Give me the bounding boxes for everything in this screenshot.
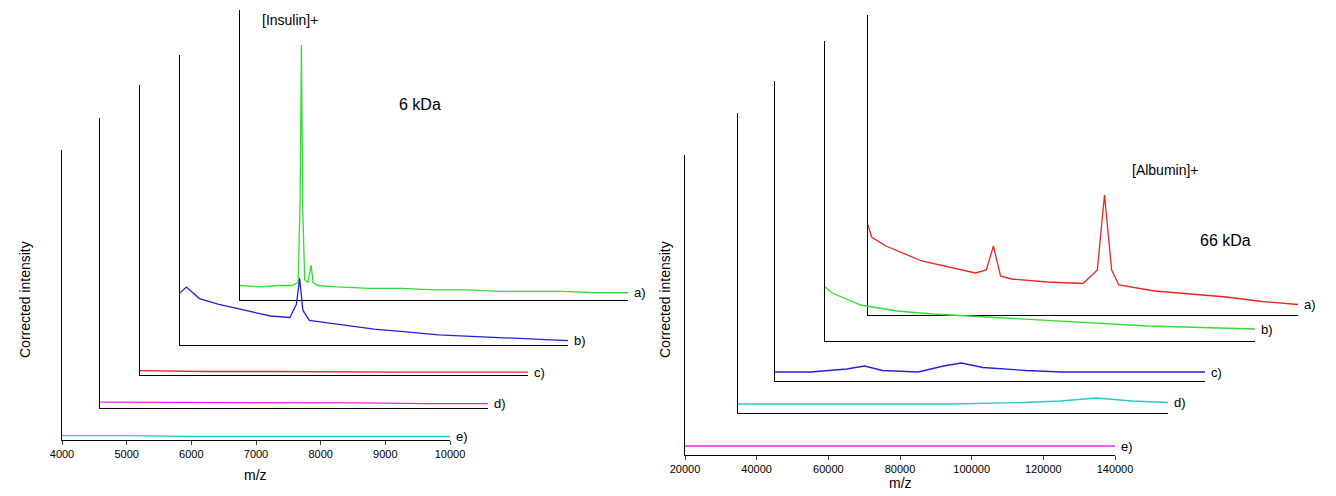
- svg-text:120000: 120000: [1025, 463, 1062, 475]
- svg-text:Corrected intensity: Corrected intensity: [17, 241, 33, 358]
- svg-text:9000: 9000: [373, 448, 397, 460]
- svg-text:8000: 8000: [308, 448, 332, 460]
- svg-text:b): b): [574, 333, 586, 348]
- svg-text:6 kDa: 6 kDa: [399, 96, 441, 113]
- svg-text:d): d): [1174, 395, 1186, 410]
- svg-text:[Albumin]+: [Albumin]+: [1132, 162, 1199, 178]
- svg-text:e): e): [456, 429, 468, 444]
- svg-text:b): b): [1261, 322, 1273, 337]
- svg-text:140000: 140000: [1097, 463, 1134, 475]
- svg-text:e): e): [1121, 439, 1133, 454]
- svg-text:Corrected intensity: Corrected intensity: [657, 241, 673, 358]
- svg-text:a): a): [634, 285, 646, 300]
- svg-text:40000: 40000: [741, 463, 772, 475]
- svg-text:5000: 5000: [114, 448, 138, 460]
- svg-text:4000: 4000: [50, 448, 74, 460]
- svg-text:c): c): [1211, 365, 1222, 380]
- svg-text:80000: 80000: [885, 463, 916, 475]
- svg-text:6000: 6000: [179, 448, 203, 460]
- svg-text:66 kDa: 66 kDa: [1200, 232, 1251, 249]
- svg-text:60000: 60000: [813, 463, 844, 475]
- svg-text:10000: 10000: [435, 448, 466, 460]
- svg-text:20000: 20000: [670, 463, 701, 475]
- svg-text:100000: 100000: [953, 463, 990, 475]
- svg-text:d): d): [494, 396, 506, 411]
- svg-text:[Insulin]+: [Insulin]+: [262, 12, 318, 28]
- svg-text:m/z: m/z: [889, 475, 912, 491]
- svg-text:m/z: m/z: [244, 467, 267, 483]
- svg-text:7000: 7000: [244, 448, 268, 460]
- svg-text:a): a): [1304, 297, 1316, 312]
- svg-text:c): c): [534, 365, 545, 380]
